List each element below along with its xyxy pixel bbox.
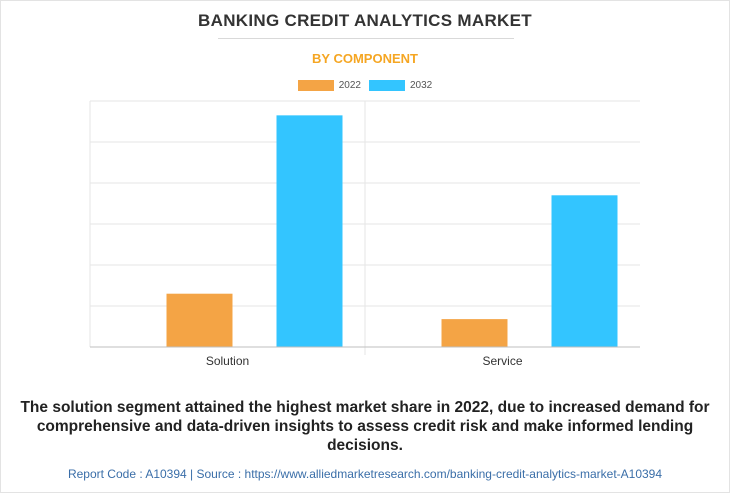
legend-label-2022: 2022 — [338, 80, 361, 91]
x-axis: Solution Service — [90, 346, 640, 368]
title-divider — [218, 38, 514, 39]
legend-swatch-2022 — [297, 80, 334, 91]
legend-swatch-2032 — [369, 80, 405, 91]
legend-item-2022[interactable]: 2022 — [297, 80, 361, 91]
bar-service-2022 — [441, 319, 508, 347]
bar-service-2032 — [551, 195, 618, 347]
legend: 2022 2032 — [0, 80, 730, 91]
gridlines — [89, 100, 640, 355]
chart-subtitle: BY COMPONENT — [312, 51, 418, 66]
chart-title: BANKING CREDIT ANALYTICS MARKET — [198, 11, 532, 30]
legend-label-2032: 2032 — [410, 80, 433, 91]
bar-solution-2032 — [276, 115, 343, 347]
bars — [166, 115, 618, 347]
bar-solution-2022 — [166, 293, 233, 347]
legend-item-2032[interactable]: 2032 — [369, 80, 432, 91]
caption-text: The solution segment attained the highes… — [20, 399, 710, 454]
x-tick-label-solution: Solution — [206, 354, 249, 368]
report-source-footer: Report Code : A10394 | Source : https://… — [67, 467, 663, 481]
x-tick-label-service: Service — [482, 354, 522, 368]
